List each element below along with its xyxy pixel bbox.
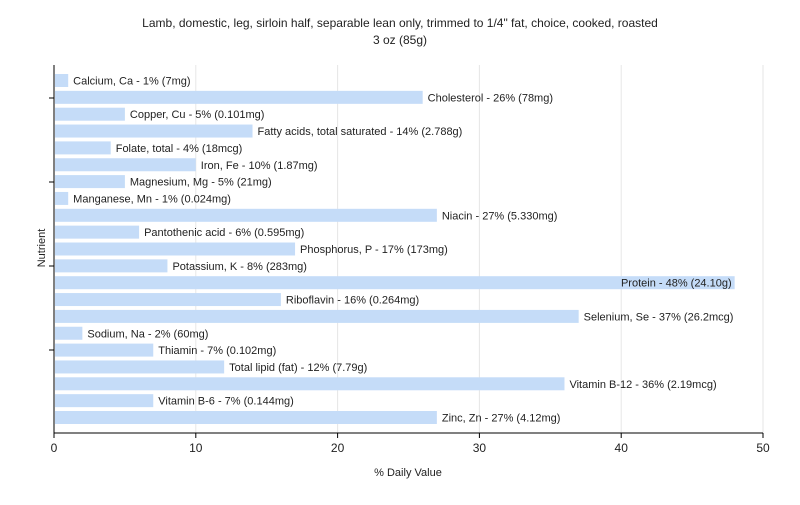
bars: Calcium, Ca - 1% (7mg) Cholesterol - 26% … [55,74,735,425]
bar [55,74,69,87]
bar [55,107,125,121]
bar [55,259,168,273]
bar-label: Vitamin B-12 - 36% (2.19mcg) [569,379,716,391]
bar-label: Sodium, Na - 2% (60mg) [87,328,208,340]
bar-label: Manganese, Mn - 1% (0.024mg) [73,193,231,205]
bar-label: Pantothenic acid - 6% (0.595mg) [144,227,304,239]
y-axis-label: Nutrient [36,229,48,268]
bar-label: Potassium, K - 8% (283mg) [172,261,307,273]
bar-label: Phosphorus, P - 17% (173mg) [300,244,448,256]
bar-label: Iron, Fe - 10% (1.87mg) [201,160,318,172]
x-tick-label: 50 [756,441,770,455]
bar-label: Selenium, Se - 37% (26.2mcg) [584,311,734,323]
bar-label: Riboflavin - 16% (0.264mg) [286,295,419,307]
chart-subtitle: 3 oz (85g) [373,33,427,47]
bar [55,343,154,357]
bar-label: Cholesterol - 26% (78mg) [428,92,553,104]
bar [55,326,83,340]
bar-label: Calcium, Ca - 1% (7mg) [73,76,190,88]
bar [55,377,565,391]
x-axis-label: % Daily Value [374,467,442,479]
bar-label: Total lipid (fat) - 12% (7.79g) [229,362,367,374]
x-tick-label: 40 [615,441,629,455]
x-tick-label: 10 [189,441,203,455]
bar-label: Niacin - 27% (5.330mg) [442,210,558,222]
bar-label: Thiamin - 7% (0.102mg) [158,345,276,357]
bar-label: Folate, total - 4% (18mcg) [116,143,243,155]
bar [55,191,69,205]
chart-title: Lamb, domestic, leg, sirloin half, separ… [142,16,658,30]
bar [55,141,111,155]
bar [55,242,296,256]
bar-label: Fatty acids, total saturated - 14% (2.78… [258,126,463,138]
bar-label: Zinc, Zn - 27% (4.12mg) [442,413,561,425]
bar [55,124,253,138]
bar-label: Copper, Cu - 5% (0.101mg) [130,109,265,121]
bar [55,276,735,290]
bar [55,208,437,222]
axes: 0 10 20 30 40 50 [49,65,770,455]
bar [55,309,579,323]
bar [55,225,140,239]
bar [55,360,225,374]
bar [55,394,154,408]
bar [55,175,125,189]
bar-label: Magnesium, Mg - 5% (21mg) [130,177,272,189]
bar-label: Protein - 48% (24.10g) [621,278,732,290]
x-tick-label: 0 [51,441,58,455]
bar [55,293,281,307]
x-tick-label: 20 [331,441,345,455]
bar [55,411,437,424]
bar [55,90,423,104]
x-tick-label: 30 [473,441,487,455]
bar [55,158,196,172]
bar-label: Vitamin B-6 - 7% (0.144mg) [158,396,294,408]
